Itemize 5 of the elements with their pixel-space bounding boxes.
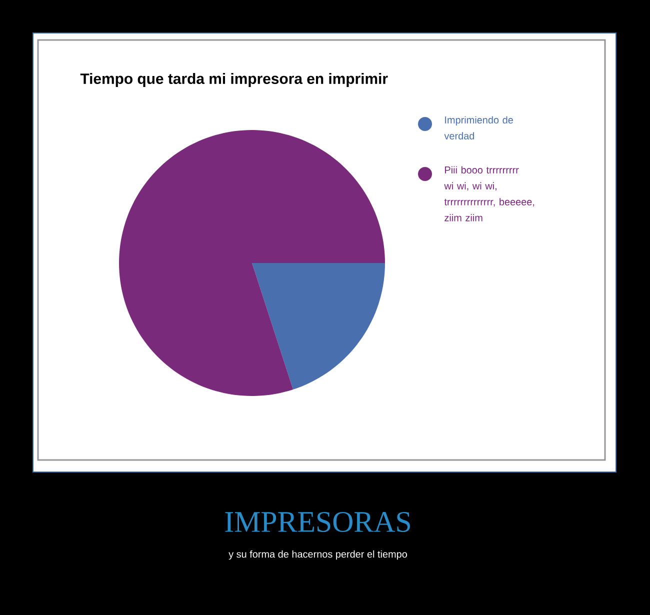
text: y su forma de hacernos perder el tiempo bbox=[228, 550, 407, 560]
chart-title: Tiempo que tarda mi impresora en imprimir bbox=[80, 73, 388, 87]
legend-label: Imprimiendo de verdad bbox=[444, 116, 513, 140]
text: IMPRESORAS bbox=[225, 512, 410, 532]
legend-label: Piii booo trrrrrrrrr wi wi, wi wi, trrrrrrrrrrrrrr, beeeee, ziim ziim bbox=[444, 166, 534, 222]
